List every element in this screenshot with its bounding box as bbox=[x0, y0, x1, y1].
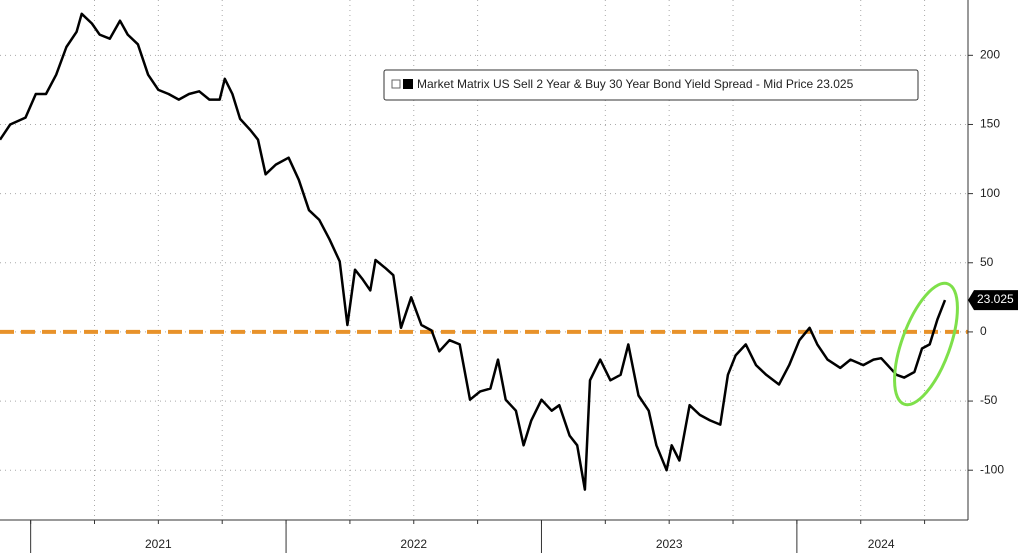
x-tick-label: 2022 bbox=[400, 537, 427, 551]
x-tick-label: 2024 bbox=[868, 537, 895, 551]
y-tick-label: 100 bbox=[980, 186, 1000, 200]
y-tick-label: 200 bbox=[980, 47, 1000, 61]
y-tick-label: -100 bbox=[980, 462, 1004, 476]
legend-text: Market Matrix US Sell 2 Year & Buy 30 Ye… bbox=[417, 77, 854, 91]
highlight-ellipse bbox=[893, 281, 959, 407]
last-value-label: 23.025 bbox=[977, 292, 1014, 306]
x-tick-label: 2023 bbox=[656, 537, 683, 551]
legend-toggle bbox=[391, 79, 401, 89]
y-tick-label: 50 bbox=[980, 255, 994, 269]
last-value-box bbox=[968, 290, 1018, 311]
y-tick-label: 0 bbox=[980, 324, 987, 338]
x-tick-label: 2021 bbox=[145, 537, 172, 551]
series-line bbox=[0, 12, 947, 491]
y-tick-label: 150 bbox=[980, 117, 1000, 131]
legend-box bbox=[383, 69, 919, 101]
y-tick-label: -50 bbox=[980, 393, 998, 407]
legend-swatch bbox=[403, 79, 413, 89]
